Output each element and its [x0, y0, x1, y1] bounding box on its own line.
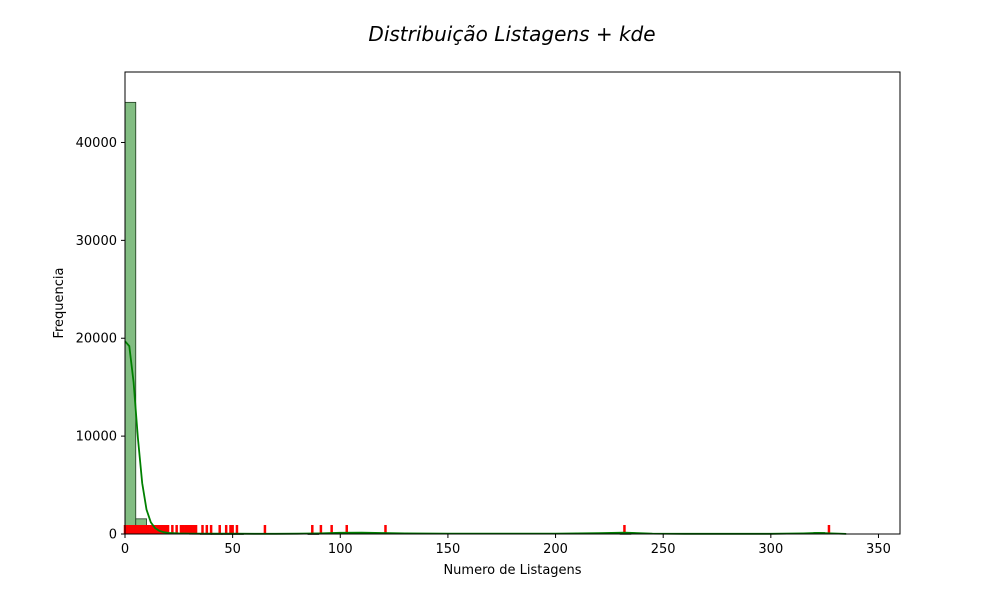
rug-marks: [123, 525, 831, 534]
y-tick-label: 10000: [76, 430, 117, 445]
y-axis-label: Frequencia: [52, 267, 67, 338]
plot-area-frame: [124, 71, 901, 535]
x-tick-label: 200: [543, 542, 568, 557]
y-tick-label: 40000: [76, 136, 117, 151]
y-tick-label: 0: [109, 528, 117, 543]
x-axis-label: Numero de Listagens: [443, 563, 581, 578]
x-tick-label: 150: [436, 542, 461, 557]
y-axis: 0 10000 20000 30000 40000: [76, 136, 125, 543]
chart-title: Distribuição Listagens + kde: [368, 22, 656, 46]
x-tick-label: 250: [651, 542, 676, 557]
y-tick-label: 30000: [76, 234, 117, 249]
histogram-bars: [124, 101, 836, 535]
x-tick-label: 350: [866, 542, 891, 557]
kde-line: [124, 340, 847, 535]
x-tick-label: 100: [328, 542, 353, 557]
x-tick-label: 50: [224, 542, 241, 557]
x-tick-label: 300: [758, 542, 783, 557]
histogram-bar: [124, 101, 137, 535]
x-axis: 0 50 100 150 200 250 300 350: [121, 534, 891, 557]
y-tick-label: 20000: [76, 332, 117, 347]
x-tick-label: 0: [121, 542, 129, 557]
